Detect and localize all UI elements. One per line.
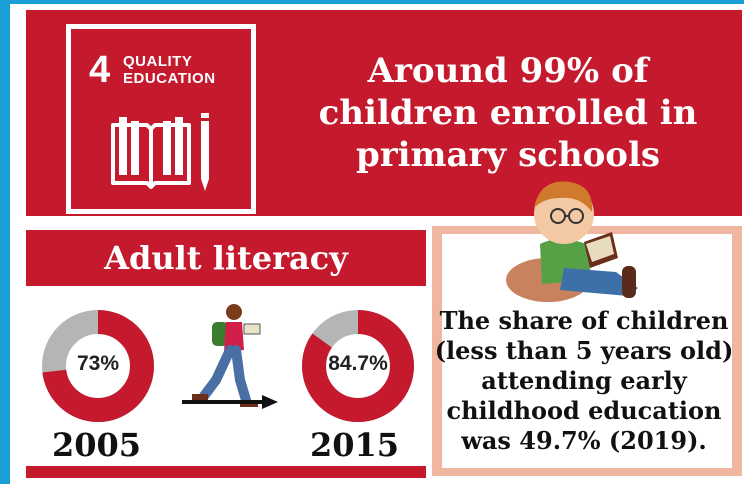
headline-line2: children enrolled in: [318, 93, 698, 133]
year-2015: 2015: [310, 426, 400, 464]
ece-line4: childhood education: [446, 396, 722, 425]
arrow-right-icon: [182, 395, 278, 409]
sdg-label-line1: QUALITY: [123, 53, 193, 70]
year-2005: 2005: [52, 426, 142, 464]
headline-panel: 4 QUALITY EDUCATION Around 99% of childr…: [26, 10, 742, 216]
sdg-number: 4: [89, 49, 111, 91]
adult-literacy-header: Adult literacy: [26, 230, 426, 286]
child-reading-icon: [506, 181, 638, 302]
donut-value-2005: 73%: [76, 352, 120, 375]
ece-line1: The share of children: [439, 306, 729, 335]
ece-line2: (less than 5 years old): [434, 336, 734, 365]
adult-literacy-footer-bar: [26, 466, 426, 478]
donut-value-arc: [42, 310, 154, 422]
headline-text: Around 99% of children enrolled in prima…: [288, 50, 728, 176]
adult-literacy-title: Adult literacy: [104, 239, 348, 277]
ece-line5: was 49.7% (2019).: [461, 426, 707, 455]
sdg-label-line2: EDUCATION: [123, 70, 216, 87]
headline-line1: Around 99% of: [367, 51, 649, 91]
sdg-badge: 4 QUALITY EDUCATION: [66, 24, 256, 214]
headline-line3: primary schools: [355, 135, 661, 175]
book-pencil-icon: [111, 113, 209, 191]
donut-chart-2015: [302, 310, 414, 422]
donut-chart-2005: [42, 310, 154, 422]
ece-line3: attending early: [481, 366, 687, 395]
donut-value-arc: [302, 310, 414, 422]
sdg-label: QUALITY EDUCATION: [123, 53, 216, 87]
adult-literacy-panel: Adult literacy 73% 2005 84.7% 2015: [26, 230, 426, 478]
early-childhood-text: The share of children (less than 5 years…: [432, 306, 736, 456]
donut-value-2015: 84.7%: [328, 352, 388, 375]
